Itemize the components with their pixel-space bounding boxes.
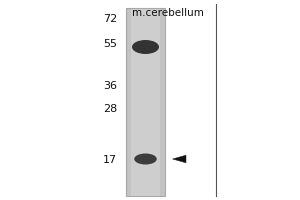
- Polygon shape: [172, 155, 186, 163]
- Text: m.cerebellum: m.cerebellum: [132, 8, 204, 18]
- Bar: [126, 8, 131, 196]
- Text: 17: 17: [103, 155, 117, 165]
- Text: 55: 55: [103, 39, 117, 49]
- Ellipse shape: [132, 40, 159, 54]
- Text: 36: 36: [103, 81, 117, 91]
- Bar: [160, 8, 165, 196]
- Text: 72: 72: [103, 14, 117, 24]
- Text: 28: 28: [103, 104, 117, 114]
- Ellipse shape: [134, 154, 157, 164]
- Bar: [126, 8, 165, 196]
